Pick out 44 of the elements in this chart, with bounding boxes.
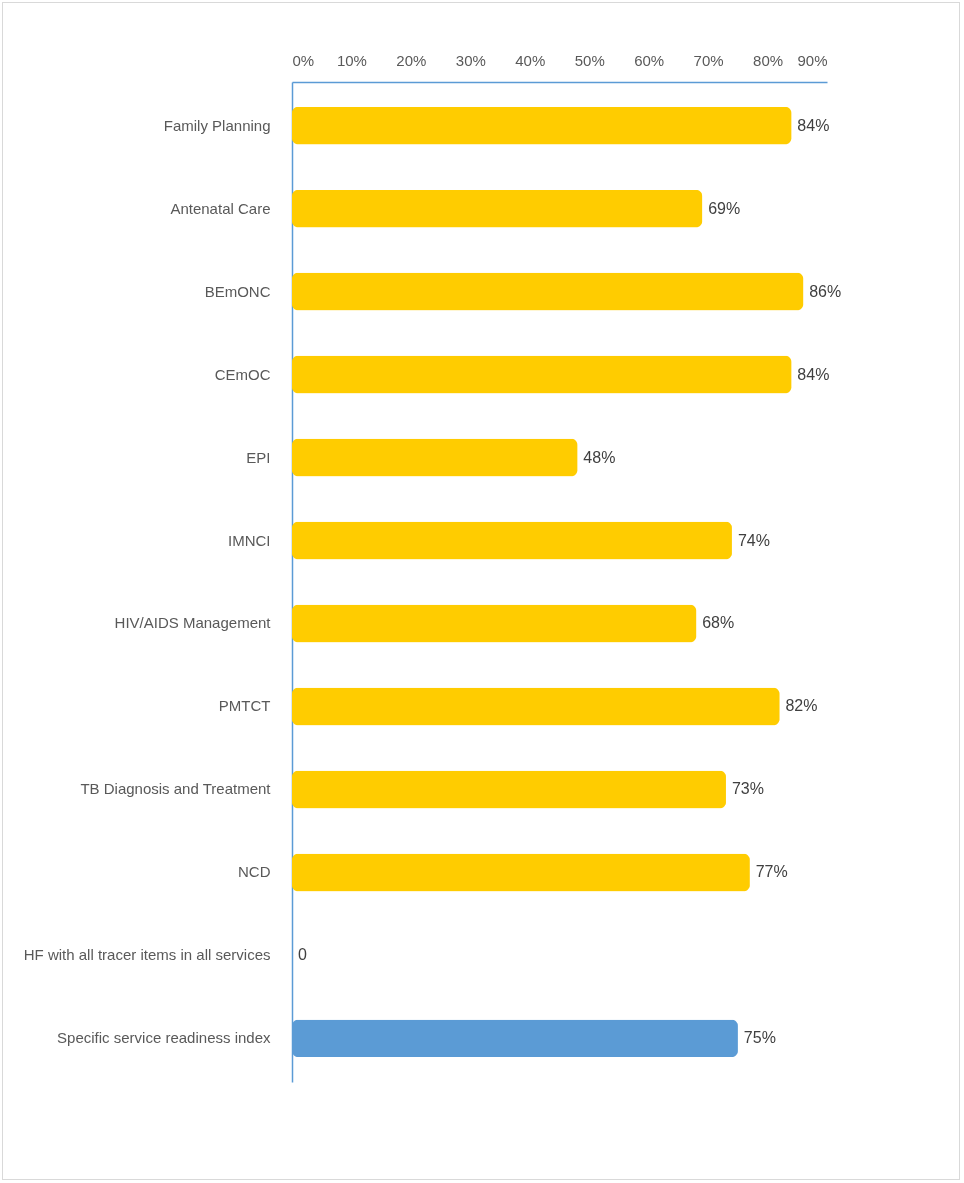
bar xyxy=(292,687,780,726)
bar xyxy=(292,770,726,809)
y-tick-label: HF with all tracer items in all services xyxy=(23,946,271,964)
bar xyxy=(292,355,792,394)
bar xyxy=(292,853,750,892)
x-tick-label: 30% xyxy=(455,51,486,69)
x-tick-label: 40% xyxy=(515,51,546,69)
data-label: 82% xyxy=(785,697,818,715)
data-label: 48% xyxy=(583,448,616,466)
bar xyxy=(292,438,578,477)
bar xyxy=(292,106,792,145)
x-tick-label: 20% xyxy=(396,51,427,69)
data-label: 75% xyxy=(743,1029,776,1047)
x-tick-label: 70% xyxy=(693,51,724,69)
data-label: 84% xyxy=(797,365,830,383)
bar xyxy=(292,604,697,643)
y-tick-label: Family Planning xyxy=(163,116,271,134)
bar xyxy=(292,272,804,311)
bar xyxy=(292,521,732,560)
y-tick-label: EPI xyxy=(246,448,271,466)
y-tick-label: CEmOC xyxy=(214,365,271,383)
data-label: 0 xyxy=(298,946,307,964)
x-tick-label: 10% xyxy=(336,51,367,69)
data-label: 69% xyxy=(708,199,741,217)
y-tick-label: PMTCT xyxy=(218,697,271,715)
y-tick-label: BEmONC xyxy=(204,282,271,300)
y-tick-label: Antenatal Care xyxy=(170,199,271,217)
y-tick-label: IMNCI xyxy=(228,531,271,549)
data-label: 86% xyxy=(809,282,842,300)
x-tick-label: 80% xyxy=(753,51,784,69)
y-tick-label: HIV/AIDS Management xyxy=(114,614,272,632)
data-label: 84% xyxy=(797,116,830,134)
y-tick-label: Specific service readiness index xyxy=(57,1029,271,1047)
bar xyxy=(292,189,703,228)
data-label: 74% xyxy=(737,531,770,549)
data-label: 73% xyxy=(731,780,764,798)
y-tick-label: NCD xyxy=(238,863,271,881)
data-label: 68% xyxy=(702,614,735,632)
x-tick-label: 50% xyxy=(574,51,605,69)
x-tick-label: 90% xyxy=(797,51,828,69)
y-tick-label: TB Diagnosis and Treatment xyxy=(80,780,272,798)
data-label: 77% xyxy=(755,863,788,881)
x-tick-label: 0% xyxy=(292,51,315,69)
x-tick-label: 60% xyxy=(634,51,665,69)
